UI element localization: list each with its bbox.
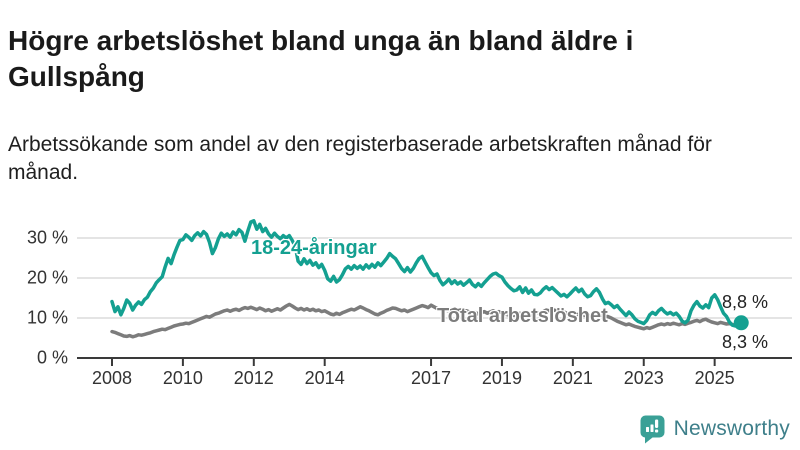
y-axis-tick-label: 0 % bbox=[36, 347, 68, 368]
newsworthy-logo: Newsworthy bbox=[639, 414, 790, 444]
y-axis-tick-label: 20 % bbox=[26, 267, 68, 288]
chart-subtitle: Arbetssökande som andel av den registerb… bbox=[8, 133, 712, 184]
x-axis-tick-label: 2010 bbox=[162, 368, 203, 388]
series-label-young: 18-24-åringar bbox=[251, 237, 377, 259]
series-label-total: Total arbetslöshet bbox=[437, 305, 608, 327]
bar-chart-speech-bubble-icon bbox=[640, 415, 665, 444]
end-value-label-total: 8,3 % bbox=[722, 332, 769, 352]
y-axis-tick-label: 10 % bbox=[26, 307, 68, 328]
y-axis-tick-label: 30 % bbox=[26, 227, 68, 248]
x-axis-tick-label: 2019 bbox=[481, 368, 522, 388]
x-axis-tick-label: 2012 bbox=[233, 368, 274, 388]
x-axis-tick-label: 2021 bbox=[552, 368, 593, 388]
end-value-label-young: 8,8 % bbox=[722, 292, 769, 312]
page-title: Högre arbetslöshet bland unga än bland ä… bbox=[8, 24, 634, 93]
x-axis-tick-label: 2023 bbox=[623, 368, 664, 388]
x-axis-tick-label: 2008 bbox=[91, 368, 133, 388]
x-axis-tick-label: 2017 bbox=[411, 368, 452, 388]
x-axis-tick-label: 2014 bbox=[304, 368, 345, 388]
brand-name: Newsworthy bbox=[673, 417, 790, 440]
x-axis-tick-label: 2025 bbox=[694, 368, 735, 388]
